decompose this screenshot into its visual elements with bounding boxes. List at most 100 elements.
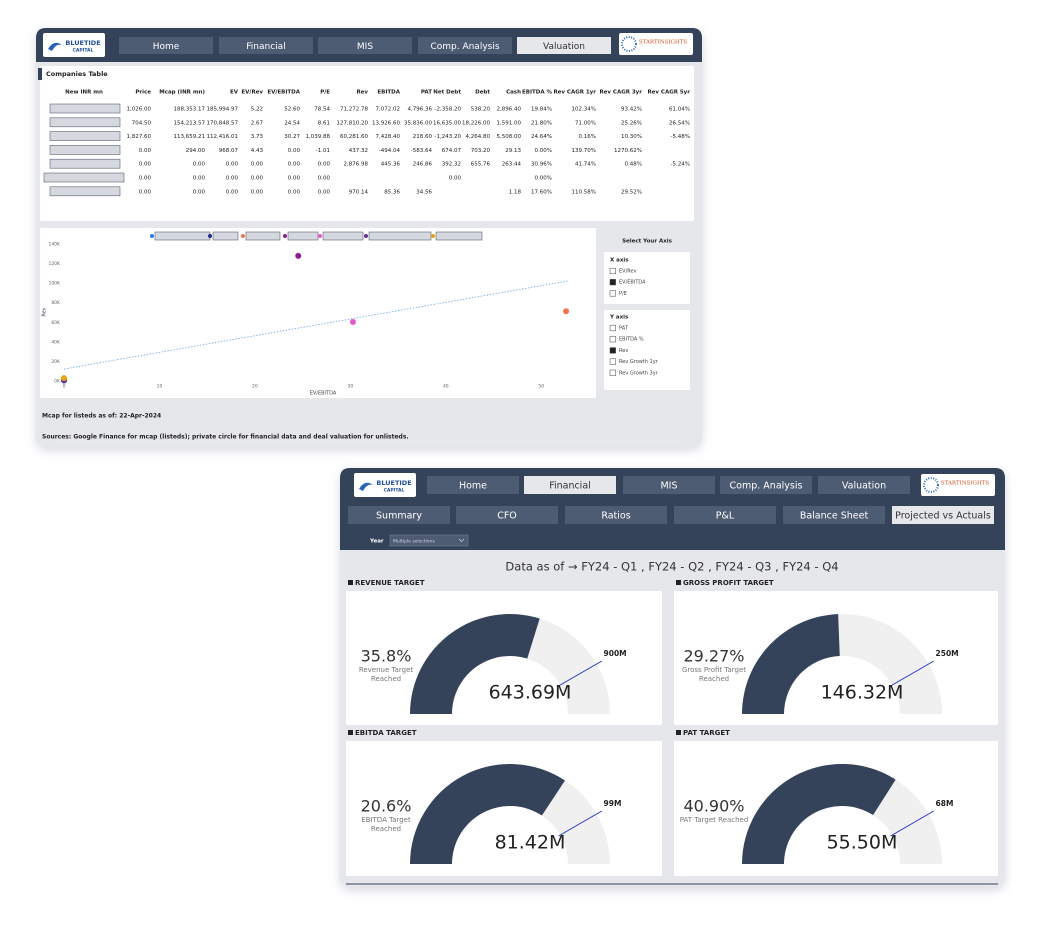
nav-button[interactable] <box>427 476 519 494</box>
checkbox-label[interactable]: P/E <box>619 291 627 297</box>
nav-label[interactable]: Ratios <box>601 511 630 522</box>
trend-line <box>63 280 569 370</box>
x-tick-label: 50 <box>538 384 544 390</box>
table-cell: 0.00 <box>288 189 301 195</box>
nav-button[interactable] <box>818 476 910 494</box>
table-cell: 41.74% <box>575 162 596 168</box>
table-marker <box>38 68 42 80</box>
nav-label[interactable]: Financial <box>549 481 591 492</box>
nav-label[interactable]: Comp. Analysis <box>730 481 803 492</box>
checkbox[interactable] <box>609 324 616 332</box>
checkbox-label[interactable]: EBITDA % <box>619 337 644 343</box>
nav-button[interactable] <box>524 476 616 494</box>
nav-label[interactable]: Home <box>459 481 487 492</box>
table-cell: 30.27 <box>284 134 300 140</box>
table-cell: -5.48% <box>671 134 690 140</box>
nav-label[interactable]: Summary <box>376 511 422 522</box>
nav-button[interactable] <box>720 476 812 494</box>
column-header: New INR mn <box>65 90 103 96</box>
table-cell: 538.20 <box>471 107 491 113</box>
nav-label[interactable]: MIS <box>357 42 373 52</box>
x-tick-label: 30 <box>347 384 353 390</box>
nav-button[interactable] <box>623 476 715 494</box>
nav-button[interactable] <box>892 506 994 524</box>
checkbox[interactable] <box>609 290 616 297</box>
checkbox[interactable] <box>609 336 616 343</box>
table-cell: 674.07 <box>442 148 462 154</box>
gauge-title: PAT TARGET <box>683 729 730 737</box>
nav-button[interactable] <box>517 37 611 54</box>
gauge-caption: PAT Target Reached <box>679 816 749 824</box>
checkbox[interactable] <box>609 358 616 365</box>
filter-value[interactable]: Multiple selections <box>393 539 436 545</box>
gauge-target <box>890 660 935 687</box>
logo-wave <box>48 42 62 51</box>
checkbox[interactable] <box>609 369 616 376</box>
table-cell: 24.64% <box>531 134 552 140</box>
column-header: EBITDA <box>377 90 400 96</box>
table-cell: 110.58% <box>572 189 596 195</box>
table-cell: 16,635.00 <box>433 120 461 126</box>
nav-label[interactable]: CFO <box>497 511 517 522</box>
nav-button[interactable] <box>674 506 776 524</box>
checkbox-label[interactable]: EV/Rev <box>619 269 637 275</box>
nav-label[interactable]: Valuation <box>842 481 886 492</box>
nav-label[interactable]: Balance Sheet <box>800 511 869 522</box>
gauge-card <box>674 741 998 876</box>
checkbox[interactable] <box>609 267 616 275</box>
table-cell: 437.32 <box>349 148 368 154</box>
table-cell: 0.00 <box>193 162 206 168</box>
nav-label[interactable]: MIS <box>660 481 677 492</box>
table-cell: 0.00 <box>288 176 301 182</box>
x-tick-label: 0 <box>63 384 66 390</box>
nav-button[interactable] <box>318 37 412 54</box>
partner-logo-box <box>921 474 995 496</box>
nav-label[interactable]: Comp. Analysis <box>430 42 499 52</box>
redacted-name <box>49 117 121 128</box>
nav-button[interactable] <box>783 506 885 524</box>
gauge-title: GROSS PROFIT TARGET <box>683 579 774 587</box>
table-cell: 35,836.00 <box>404 120 432 126</box>
nav-button[interactable] <box>348 506 450 524</box>
redacted-name <box>49 103 121 114</box>
table-cell: 139.70% <box>572 148 596 154</box>
scatter-point <box>295 252 302 259</box>
checkbox[interactable] <box>609 347 616 354</box>
checkbox-label[interactable]: EV/EBITDA <box>619 280 646 286</box>
table-cell: 2.67 <box>251 120 264 126</box>
gauge-target <box>890 810 935 837</box>
table-cell: 0.00 <box>226 176 239 182</box>
nav-label[interactable]: Valuation <box>543 42 585 52</box>
column-header: P/E <box>320 90 330 96</box>
nav-label[interactable]: Projected vs Actuals <box>895 511 991 522</box>
scatter-point <box>563 308 570 315</box>
checkbox-label[interactable]: PAT <box>619 326 629 332</box>
y-tick-label: 140K <box>48 242 61 248</box>
nav-label[interactable]: Home <box>153 42 180 52</box>
table-cell: 0.48% <box>625 162 642 168</box>
table-cell: 704.50 <box>132 120 152 126</box>
checkbox-label[interactable]: Rev Growth 3yr <box>619 370 659 376</box>
nav-label[interactable]: Financial <box>246 42 285 52</box>
checkbox[interactable] <box>609 279 616 286</box>
gauge-caption-box: EBITDA Target Reached <box>361 816 411 833</box>
column-header: EBITDA % <box>522 90 552 96</box>
nav-label[interactable]: P&L <box>716 511 735 522</box>
gauge-title-marker <box>676 730 681 735</box>
nav-button[interactable] <box>418 37 512 54</box>
logo-sub: CAPITAL <box>384 488 405 494</box>
nav-button[interactable] <box>119 37 213 54</box>
nav-button[interactable] <box>456 506 558 524</box>
checkbox-label[interactable]: Rev <box>619 348 628 354</box>
column-header: Rev <box>356 90 368 96</box>
nav-button[interactable] <box>565 506 667 524</box>
table-cell: 5,508.00 <box>497 134 522 140</box>
x-tick-label: 20 <box>252 384 258 390</box>
checkbox-label[interactable]: Rev Growth 1yr <box>619 359 659 365</box>
nav-button[interactable] <box>219 37 313 54</box>
filter-dropdown[interactable] <box>389 534 469 547</box>
gauge-title-marker <box>676 580 681 585</box>
scatter-panel <box>40 228 596 398</box>
table-cell: 1270.62% <box>614 148 642 154</box>
